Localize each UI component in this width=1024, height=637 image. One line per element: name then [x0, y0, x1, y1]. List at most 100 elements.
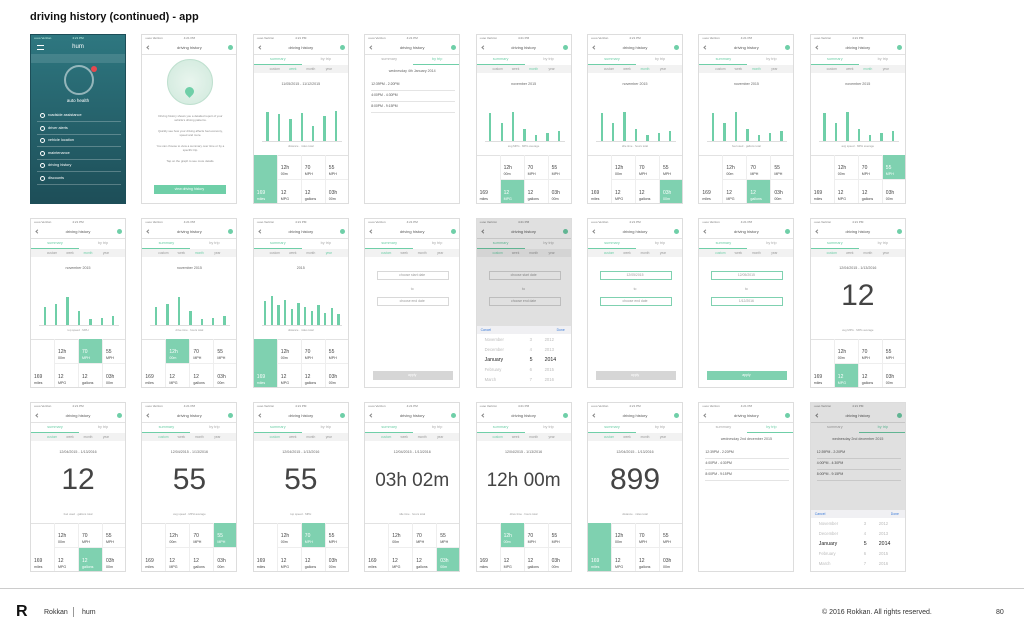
info-icon: [117, 413, 122, 418]
stat-cell: [612, 155, 636, 180]
tab: summary: [381, 57, 397, 61]
bar: [657, 133, 661, 141]
info-icon: [339, 413, 345, 418]
stat-value: 12: [837, 190, 844, 196]
stat-cell: [79, 339, 103, 364]
stat-cell: [31, 523, 55, 571]
picker-wheel: [476, 334, 571, 387]
stat-value: 03h: [551, 558, 560, 564]
stat-unit: 00m: [885, 196, 893, 201]
apply-label: apply: [408, 373, 417, 377]
trip-rule: [705, 469, 790, 470]
date-heading: november 2015: [511, 82, 537, 86]
bar-baseline: [261, 141, 342, 142]
stat-value: 12: [503, 190, 510, 196]
intro-text: You can choose to view a summary over ti…: [156, 144, 225, 152]
bar: [857, 129, 860, 141]
screen-title: driving history: [288, 45, 314, 50]
stat-cell: [636, 523, 660, 548]
bar: [77, 311, 81, 325]
picker-option: 2012: [878, 521, 889, 526]
stat-cell: [302, 364, 326, 387]
stat-cell: [588, 523, 612, 571]
stat-cell: [413, 523, 438, 548]
bar: [266, 112, 269, 141]
picker-toolbar: [476, 326, 571, 334]
slide-title: driving history (continued) - app: [30, 11, 199, 23]
stat-cell: [636, 180, 660, 203]
stat-cell: [612, 180, 636, 203]
status-time: 4:21 PM: [72, 404, 84, 408]
stat-unit: miles: [256, 380, 266, 385]
subtab: month: [640, 434, 650, 439]
stat-unit: miles: [479, 564, 488, 569]
stat-cell: [55, 364, 79, 387]
info-icon: [674, 413, 679, 418]
status-carrier: •••oo Verizon: [368, 220, 386, 224]
stat-value: 70: [304, 349, 311, 355]
tab: by trip: [877, 57, 888, 61]
phone-screen: •••oo Verizon 4:21 PM driving history summa…: [364, 218, 461, 388]
phone-screen: •••oo Verizon 4:21 PM driving history summa…: [809, 402, 906, 572]
bar: [834, 123, 838, 141]
stat-value: 169: [145, 374, 154, 380]
bar: [297, 303, 300, 325]
date-heading: 2015: [296, 266, 305, 270]
stat-cell: [660, 180, 682, 203]
stat-value: 55: [774, 165, 780, 171]
trip-rule: [705, 458, 790, 459]
header-rule: [253, 422, 348, 423]
stat-value: 12: [861, 190, 868, 196]
stat-value: 12h: [392, 533, 401, 539]
date-field: [377, 297, 450, 306]
stat-unit: miles: [34, 380, 43, 385]
tab: by trip: [209, 241, 220, 245]
stat-value: 169: [256, 190, 266, 196]
phone-screen: •••oo Verizon 4:21 PM driving history summa…: [475, 218, 572, 388]
bar-baseline: [261, 325, 342, 326]
menu-dot: [40, 138, 45, 143]
stat-cell: [500, 523, 525, 548]
screen-title: driving history: [734, 45, 759, 50]
stat-value: 12: [58, 374, 64, 380]
tab: summary: [604, 241, 620, 245]
stat-unit: MPH: [639, 539, 647, 544]
divider: [73, 607, 74, 617]
subtab-bar: [31, 249, 125, 257]
tab: summary: [269, 57, 286, 61]
caption: distance · miles total: [288, 328, 314, 332]
header-rule: [253, 238, 348, 239]
trip-row: 4:00PM - 4:30PM: [816, 461, 844, 465]
stat-unit: 00m: [726, 171, 734, 176]
stat-cell: [660, 155, 682, 180]
stat-unit: gallons: [861, 380, 874, 385]
picker-option: December: [484, 347, 504, 352]
subtab-bar: [810, 249, 905, 257]
subtab: week: [66, 250, 74, 255]
info-icon: [228, 229, 234, 234]
to-label: to: [633, 287, 637, 291]
stat-cell: [190, 364, 215, 387]
menu-rule: [37, 121, 121, 122]
stat-unit: miles: [813, 196, 823, 201]
stat-unit: MPG: [58, 564, 67, 569]
stat-value: 12h: [726, 165, 735, 171]
tab: summary: [47, 241, 63, 245]
status-carrier: •••oo Verizon: [34, 220, 52, 224]
bar: [323, 313, 327, 325]
caption: top speed · MPH: [67, 328, 89, 332]
stat-value: 55: [328, 165, 335, 171]
stat-cell: [55, 523, 79, 548]
bar: [270, 296, 273, 325]
stat-cell: [31, 339, 55, 387]
screen-title: driving history: [622, 229, 648, 234]
tab: by trip: [766, 57, 777, 61]
stat-cell: [882, 155, 905, 180]
phone-screen: •••oo Verizon 4:21 PM driving history summa…: [809, 34, 906, 204]
caption: avg MPG · MPG average: [507, 144, 540, 148]
screen-title: driving history: [734, 229, 759, 234]
stat-cell: [389, 548, 414, 571]
stat-unit: MPH: [304, 539, 313, 544]
picker-option: November: [484, 337, 504, 342]
info-icon: [562, 413, 568, 418]
